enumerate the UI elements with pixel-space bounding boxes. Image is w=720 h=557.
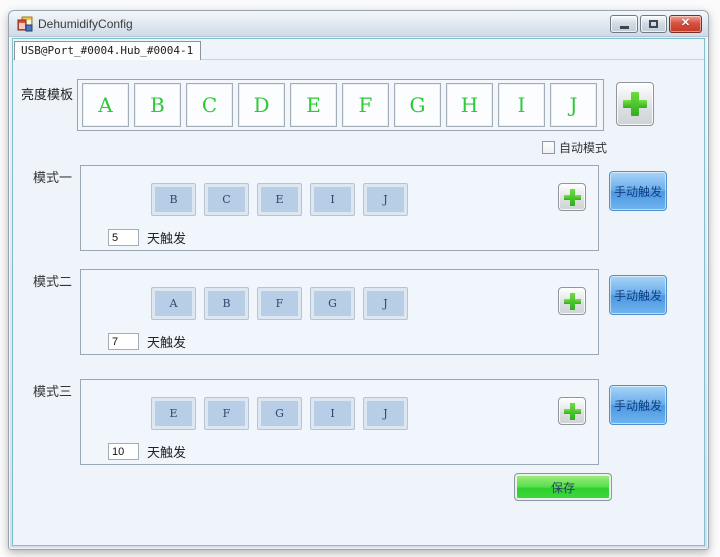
mode-2-days-input[interactable]: [108, 333, 139, 350]
plus-icon: [623, 92, 647, 116]
template-letter-button[interactable]: C: [186, 83, 233, 127]
mode-template-button[interactable]: C: [204, 183, 249, 216]
mode-template-button[interactable]: J: [363, 183, 408, 216]
template-letter-button[interactable]: H: [446, 83, 493, 127]
tab-strip: USB@Port_#0004.Hub_#0004-1: [13, 41, 704, 60]
title-bar[interactable]: DehumidifyConfig ✕: [9, 11, 708, 37]
template-letter-button[interactable]: B: [134, 83, 181, 127]
mode-1-days-label: 天触发: [147, 231, 187, 246]
mode-2-days-row: 天触发: [108, 332, 186, 351]
mode-3-days-input[interactable]: [108, 443, 139, 460]
mode-2-manual-trigger-button[interactable]: 手动触发: [609, 275, 667, 315]
template-letter-button[interactable]: J: [550, 83, 597, 127]
maximize-button[interactable]: [640, 14, 667, 33]
minimize-button[interactable]: [610, 14, 638, 33]
app-window: DehumidifyConfig ✕ USB@Port_#0004.Hub_#0…: [8, 10, 709, 550]
template-letter-button[interactable]: E: [290, 83, 337, 127]
tab-usb-port[interactable]: USB@Port_#0004.Hub_#0004-1: [14, 41, 202, 60]
mode-template-button[interactable]: I: [310, 183, 355, 216]
plus-icon: [563, 188, 581, 206]
add-mode-2-template-button[interactable]: [558, 287, 586, 315]
auto-mode-label: 自动模式: [559, 141, 608, 155]
add-mode-1-template-button[interactable]: [558, 183, 586, 211]
window-controls: ✕: [610, 14, 702, 33]
mode-template-button[interactable]: G: [310, 287, 355, 320]
close-button[interactable]: ✕: [669, 14, 702, 33]
mode-template-button[interactable]: E: [257, 183, 302, 216]
mode-template-button[interactable]: B: [151, 183, 196, 216]
mode-template-button[interactable]: B: [204, 287, 249, 320]
template-letter-button[interactable]: F: [342, 83, 389, 127]
mode-3-label: 模式三: [33, 384, 73, 399]
minimize-icon: [619, 25, 629, 29]
window-title: DehumidifyConfig: [38, 16, 133, 31]
brightness-template-label: 亮度模板: [21, 87, 74, 102]
add-mode-3-template-button[interactable]: [558, 397, 586, 425]
template-letter-button[interactable]: A: [82, 83, 129, 127]
mode-3-days-row: 天触发: [108, 442, 186, 461]
mode-template-button[interactable]: J: [363, 397, 408, 430]
mode-template-button[interactable]: F: [257, 287, 302, 320]
mode-1-days-row: 天触发: [108, 228, 186, 247]
mode-2-label: 模式二: [33, 274, 73, 289]
mode-template-button[interactable]: J: [363, 287, 408, 320]
plus-icon: [563, 292, 581, 310]
mode-template-button[interactable]: A: [151, 287, 196, 320]
mode-2-days-label: 天触发: [147, 335, 187, 350]
mode-1-days-input[interactable]: [108, 229, 139, 246]
save-button[interactable]: 保存: [514, 473, 612, 501]
auto-mode-row: 自动模式: [542, 139, 607, 156]
maximize-icon: [649, 19, 658, 28]
mode-template-button[interactable]: I: [310, 397, 355, 430]
mode-3-manual-trigger-button[interactable]: 手动触发: [609, 385, 667, 425]
plus-icon: [563, 402, 581, 420]
mode-template-button[interactable]: F: [204, 397, 249, 430]
add-template-button[interactable]: [616, 82, 654, 126]
close-icon: ✕: [680, 17, 691, 29]
template-letter-button[interactable]: D: [238, 83, 285, 127]
template-letter-button[interactable]: I: [498, 83, 545, 127]
auto-mode-checkbox[interactable]: [542, 141, 555, 154]
mode-1-manual-trigger-button[interactable]: 手动触发: [609, 171, 667, 211]
app-icon: [17, 16, 33, 31]
mode-3-days-label: 天触发: [147, 445, 187, 460]
template-letter-button[interactable]: G: [394, 83, 441, 127]
mode-1-label: 模式一: [33, 170, 73, 185]
mode-template-button[interactable]: E: [151, 397, 196, 430]
mode-template-button[interactable]: G: [257, 397, 302, 430]
